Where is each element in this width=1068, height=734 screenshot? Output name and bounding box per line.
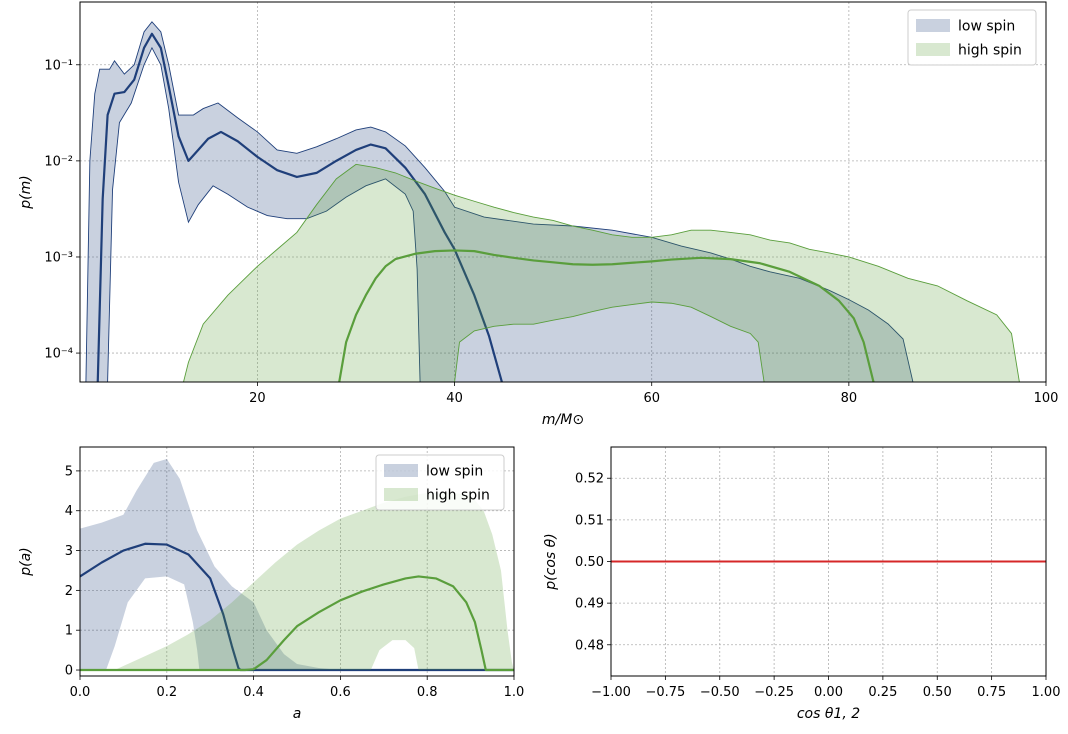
y-tick-label: 10⁻² (44, 154, 73, 169)
y-tick-label: 0.52 (575, 472, 604, 487)
mass-panel: 20 40 60 80 100 10⁻⁴ 10⁻³ 10⁻² 10⁻¹ m/M⊙ p(m) low s… (18, 1, 1059, 428)
y-tick-label: 5 (65, 464, 73, 479)
legend-box (375, 454, 505, 511)
x-tick-label: 0.25 (868, 685, 897, 700)
y-tick-label: 1 (65, 624, 73, 639)
legend-swatch-1 (916, 43, 950, 56)
mass-plot-area (85, 21, 1020, 382)
y-tick-label: 10⁻⁴ (44, 347, 73, 362)
y-tick-label: 0.51 (575, 513, 604, 528)
series-0-lower-edge (107, 46, 421, 382)
spin-x-axis-label: a (293, 706, 302, 722)
spin-y-axis-label: p(a) (18, 547, 34, 576)
x-tick-label: 1.0 (504, 685, 525, 700)
tilt-y-axis-label: p(cos θ) (543, 533, 559, 590)
y-tick-label: 0.49 (575, 597, 604, 612)
x-tick-label: −0.25 (754, 685, 794, 700)
mass-grid (80, 2, 1046, 382)
mass-y-axis-label: p(m) (18, 175, 34, 209)
x-tick-label: −0.50 (700, 685, 740, 700)
y-tick-label: 2 (65, 584, 73, 599)
legend-box (907, 9, 1037, 66)
x-tick-label: 1.00 (1032, 685, 1061, 700)
legend-label-0: low spin (426, 464, 483, 480)
legend-label-1: high spin (958, 43, 1022, 59)
x-tick-label: 0.8 (417, 685, 438, 700)
series-0-credible-band (85, 21, 913, 382)
spin-frame (79, 446, 515, 677)
x-tick-label: 0.75 (977, 685, 1006, 700)
y-tick-label: 0.48 (575, 638, 604, 653)
spin-plot-area (80, 458, 514, 676)
y-tick-label: 10⁻³ (44, 250, 73, 265)
x-tick-label: 80 (841, 391, 858, 406)
series-0-median-line (80, 542, 514, 672)
x-tick-label: −0.75 (645, 685, 685, 700)
x-tick-label: 0.00 (814, 685, 843, 700)
mass-frame (79, 1, 1047, 383)
x-tick-label: 0.50 (923, 685, 952, 700)
tilt-x-axis-label: cos θ1, 2 (797, 706, 860, 722)
series-1-credible-band (80, 492, 514, 676)
x-tick-label: 0.0 (70, 685, 91, 700)
y-tick-label: 10⁻¹ (44, 58, 73, 73)
x-tick-label: 20 (249, 391, 266, 406)
legend-swatch-0 (384, 464, 418, 477)
series-1-credible-band (183, 164, 1020, 382)
x-tick-label: 60 (643, 391, 660, 406)
y-tick-label: 0 (65, 664, 73, 679)
legend-label-1: high spin (426, 488, 490, 504)
legend-swatch-0 (916, 19, 950, 32)
series-1-median-line (80, 575, 514, 672)
series-1-lower-edge (454, 301, 765, 382)
tilt-panel: −1.00 −0.75 −0.50 −0.25 0.00 0.25 0.50 0.75 1.00… (543, 446, 1061, 722)
y-tick-label: 3 (65, 544, 73, 559)
spin-legend: low spin high spin (375, 454, 505, 511)
x-tick-label: −1.00 (591, 685, 631, 700)
spin-panel: 0.0 0.2 0.4 0.6 0.8 1.0 0 1 2 3 4 5 a p(a) low spin hig… (18, 446, 525, 722)
x-tick-label: 0.4 (243, 685, 264, 700)
legend-swatch-1 (384, 488, 418, 501)
series-0-upper-edge (85, 21, 914, 382)
x-tick-label: 0.2 (156, 685, 177, 700)
y-tick-label: 4 (65, 504, 73, 519)
series-0-credible-band (80, 458, 514, 676)
x-tick-label: 40 (446, 391, 463, 406)
legend-label-0: low spin (958, 19, 1015, 35)
series-0-median-line (96, 32, 503, 382)
mass-x-axis-label: m/M⊙ (542, 412, 584, 428)
series-1-median-line (338, 249, 875, 382)
x-tick-label: 100 (1034, 391, 1059, 406)
x-tick-label: 0.6 (330, 685, 351, 700)
y-tick-label: 0.50 (575, 555, 604, 570)
series-1-upper-edge (183, 163, 1020, 382)
mass-legend: low spin high spin (907, 9, 1037, 66)
